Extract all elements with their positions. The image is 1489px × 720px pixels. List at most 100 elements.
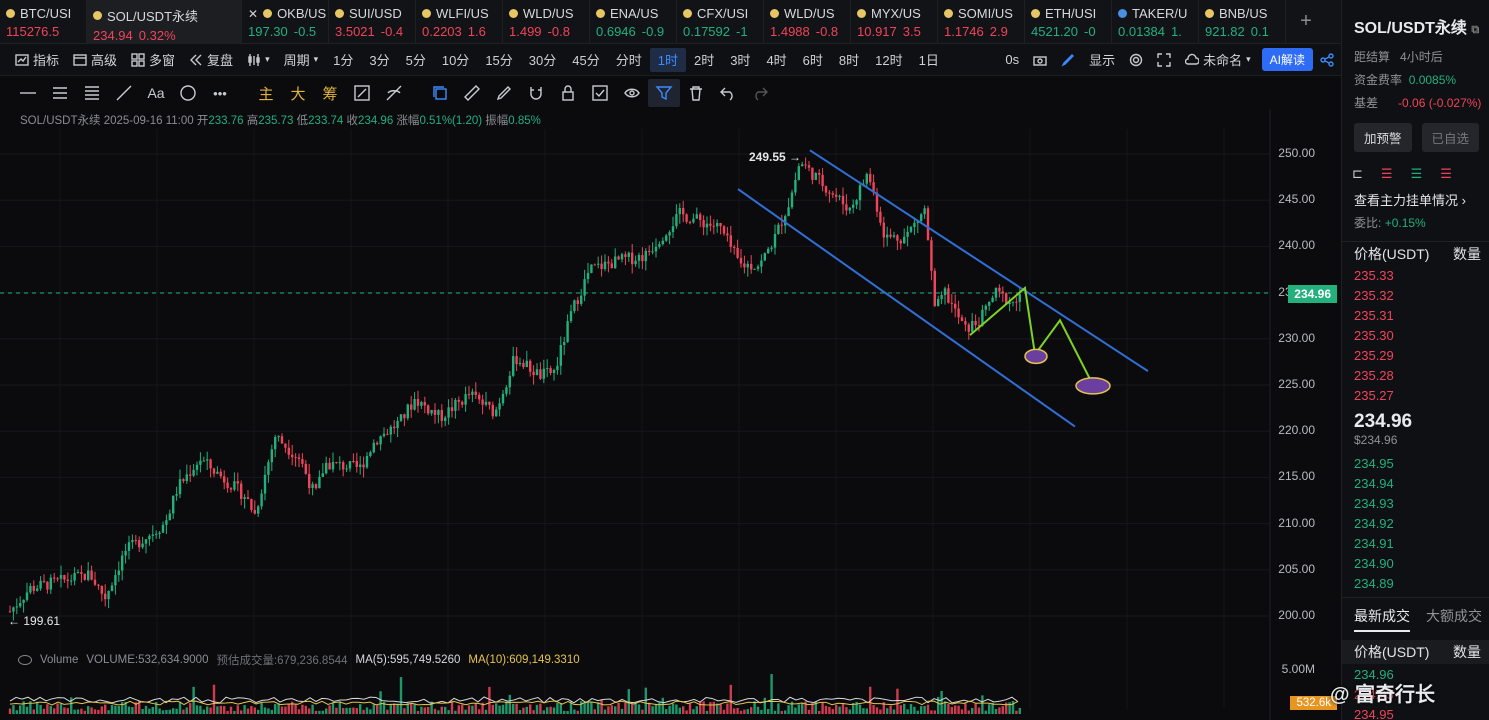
horizontal-line-tool[interactable]	[12, 79, 44, 107]
interval-14[interactable]: 12时	[875, 53, 903, 68]
interval-15[interactable]: 1日	[918, 53, 939, 68]
ticker-tab-2[interactable]: ✕ OKB/US 197.30 -0.5	[242, 0, 329, 44]
orderbook-row[interactable]: 234.90	[1342, 553, 1489, 573]
delete-tool[interactable]	[680, 79, 712, 107]
ticker-tab-5[interactable]: WLD/US 1.499 -0.8	[503, 0, 590, 44]
candlestick-chart[interactable]: SOL/USDT永续 2025-09-16 11:00 开233.76 高235…	[0, 109, 1341, 720]
ticker-tab-8[interactable]: WLD/US 1.4988 -0.8	[764, 0, 851, 44]
ellipse-tool[interactable]	[172, 79, 204, 107]
watchlist-button[interactable]: 已自选	[1421, 123, 1480, 152]
ticker-tab-12[interactable]: TAKER/U 0.01384 1.	[1112, 0, 1199, 44]
chart-type-button[interactable]: ▾	[240, 48, 277, 72]
layout-dropdown[interactable]: 未命名 ▾	[1178, 48, 1258, 72]
share-button[interactable]	[1313, 48, 1341, 72]
display-button[interactable]: 显示	[1089, 53, 1116, 68]
multi-window-button[interactable]: 多窗	[124, 48, 182, 72]
trend-line-tool[interactable]	[108, 79, 140, 107]
ticker-tab-9[interactable]: MYX/US 10.917 3.5	[851, 0, 938, 44]
interval-2[interactable]: 5分	[405, 53, 426, 68]
ticker-tab-3[interactable]: SUI/USD 3.5021 -0.4	[329, 0, 416, 44]
candle-body	[875, 192, 879, 212]
advanced-button[interactable]: 高级	[66, 48, 124, 72]
orderbook-row[interactable]: 235.29	[1342, 345, 1489, 365]
tab-latest-trades[interactable]: 最新成交	[1354, 606, 1410, 632]
interval-9[interactable]: 2时	[693, 53, 715, 68]
bids-view-icon[interactable]: ☰	[1380, 166, 1393, 181]
interval-11[interactable]: 4时	[766, 53, 787, 68]
orderbook-row[interactable]: 234.91	[1342, 533, 1489, 553]
ticker-tab-11[interactable]: ETH/USI 4521.20 -0	[1025, 0, 1112, 44]
edit-tool[interactable]	[346, 79, 378, 107]
ticker-tab-13[interactable]: BNB/US 921.82 0.1	[1199, 0, 1286, 44]
chip-tool[interactable]: 筹	[322, 85, 338, 103]
settings-button[interactable]	[1122, 48, 1150, 72]
orderbook-row[interactable]: 235.28	[1342, 365, 1489, 385]
interval-1[interactable]: 3分	[369, 53, 390, 68]
period-dropdown[interactable]: 周期 ▾	[283, 53, 319, 68]
pen-button[interactable]	[1054, 48, 1082, 72]
lock-tool[interactable]	[552, 79, 584, 107]
ticker-tab-7[interactable]: CFX/USI 0.17592 -1	[677, 0, 764, 44]
interval-4[interactable]: 15分	[485, 53, 513, 68]
ticker-change: -0.5	[293, 24, 317, 39]
add-tab-button[interactable]: +	[1300, 10, 1312, 32]
brush-tool[interactable]	[488, 79, 520, 107]
orderbook-row[interactable]: 235.27	[1342, 385, 1489, 405]
orderbook-row[interactable]: 234.89	[1342, 573, 1489, 593]
orderbook-row[interactable]: 235.32	[1342, 285, 1489, 305]
more-tools[interactable]: •••	[204, 79, 236, 107]
fullscreen-button[interactable]	[1150, 48, 1178, 72]
copy-tool[interactable]	[424, 79, 456, 107]
undo-button[interactable]	[712, 79, 744, 107]
orderbook-row[interactable]: 235.30	[1342, 325, 1489, 345]
text-tool[interactable]: Aa	[140, 79, 172, 107]
ruler-tool[interactable]	[456, 79, 488, 107]
eye-icon[interactable]	[18, 655, 32, 665]
filter-tool[interactable]	[648, 79, 680, 107]
template-tool[interactable]	[584, 79, 616, 107]
screenshot-button[interactable]	[1026, 48, 1054, 72]
magnet-tool[interactable]	[520, 79, 552, 107]
interval-10[interactable]: 3时	[730, 53, 751, 68]
ai-analysis-button[interactable]: AI解读	[1261, 48, 1313, 71]
ticker-tab-10[interactable]: SOMI/US 1.1746 2.9	[938, 0, 1025, 44]
interval-8[interactable]: 1时	[649, 47, 686, 72]
both-sides-view-icon[interactable]: ⊏	[1352, 166, 1363, 181]
chart-canvas[interactable]	[0, 109, 1341, 720]
visibility-tool[interactable]	[616, 79, 648, 107]
interval-0[interactable]: 1分	[333, 53, 354, 68]
orderbook-row[interactable]: 234.95	[1342, 453, 1489, 473]
add-alert-button[interactable]: 加预警	[1354, 123, 1412, 152]
interval-13[interactable]: 8时	[838, 53, 860, 68]
interval-3[interactable]: 10分	[441, 53, 470, 68]
ticker-tab-6[interactable]: ENA/US 0.6946 -0.9	[590, 0, 677, 44]
large-order-tool[interactable]: 大	[290, 85, 306, 103]
volume-bar	[66, 708, 69, 714]
orderbook-row[interactable]: 234.94	[1342, 473, 1489, 493]
redo-button[interactable]	[744, 79, 776, 107]
fib-tool[interactable]	[76, 79, 108, 107]
copy-icon[interactable]: ⧉	[1471, 24, 1480, 36]
depth-view-icon[interactable]: ☰	[1440, 166, 1452, 181]
parallel-lines-tool[interactable]	[44, 79, 76, 107]
depth-link[interactable]: 查看主力挂单情况 ›	[1354, 193, 1466, 208]
orderbook-row[interactable]: 234.92	[1342, 513, 1489, 533]
tab-large-trades[interactable]: 大额成交	[1426, 608, 1482, 624]
orderbook-row[interactable]: 235.31	[1342, 305, 1489, 325]
close-tab-icon[interactable]: ✕	[248, 6, 259, 21]
replay-button[interactable]: 复盘	[182, 48, 240, 72]
interval-12[interactable]: 6时	[802, 53, 823, 68]
indicator-button[interactable]: 指标	[8, 48, 66, 72]
orderbook-row[interactable]: 235.33	[1342, 265, 1489, 285]
orderbook-row[interactable]: 234.93	[1342, 493, 1489, 513]
volume-bar	[889, 705, 892, 714]
main-force-tool[interactable]: 主	[258, 85, 274, 103]
interval-7[interactable]: 分时	[615, 53, 642, 68]
interval-6[interactable]: 45分	[572, 53, 600, 68]
hide-tool[interactable]	[378, 79, 410, 107]
asks-view-icon[interactable]: ☰	[1410, 166, 1423, 181]
ticker-tab-0[interactable]: BTC/USI 115276.5	[0, 0, 87, 44]
ticker-tab-1[interactable]: SOL/USDT永续 234.94 0.32%	[87, 0, 242, 44]
interval-5[interactable]: 30分	[528, 53, 557, 68]
ticker-tab-4[interactable]: WLFI/US 0.2203 1.6	[416, 0, 503, 44]
